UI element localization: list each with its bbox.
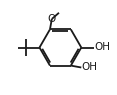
Text: O: O xyxy=(48,14,56,24)
Text: OH: OH xyxy=(82,63,98,72)
Text: OH: OH xyxy=(94,42,110,53)
